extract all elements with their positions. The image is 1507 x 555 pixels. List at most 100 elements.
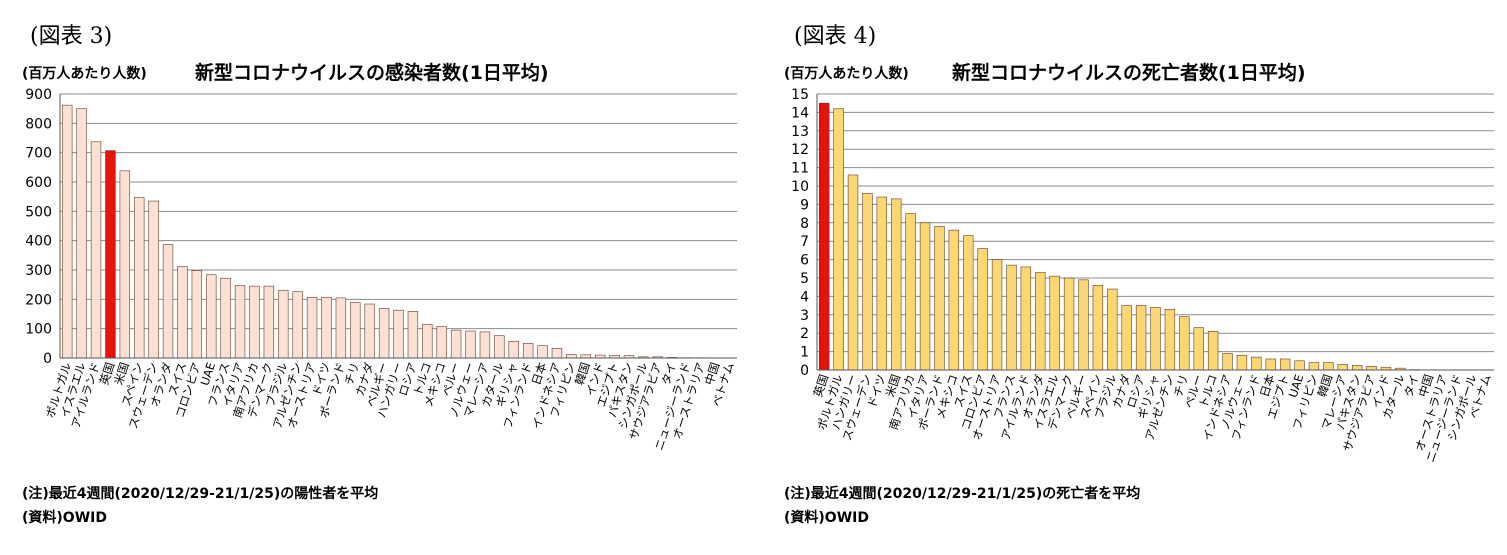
bar	[1035, 272, 1046, 371]
bar	[162, 244, 174, 359]
bar	[1107, 288, 1118, 371]
bar	[1207, 331, 1219, 371]
bar	[62, 104, 73, 359]
x-tick-label: タイ	[1401, 373, 1421, 399]
bar	[436, 326, 447, 359]
bar	[508, 340, 519, 359]
x-tick-label: チリ	[1171, 373, 1191, 399]
bar	[177, 266, 188, 359]
bar	[220, 277, 231, 359]
bar	[249, 285, 260, 359]
bar	[948, 229, 960, 371]
bar	[278, 289, 289, 359]
source-note: (資料)OWID	[22, 510, 107, 526]
y-tick-label: 4	[800, 289, 809, 305]
source-note: (資料)OWID	[784, 510, 869, 526]
x-tick-label: 英国	[811, 373, 831, 399]
chart-title: 新型コロナウイルスの感染者数(1日平均)	[195, 62, 549, 84]
plot-area: 0 1 2 3 4 5 6 7 8 9 10 11 12 13 14 15 英国 ポルトガル ハンガリー スウェーデン…	[762, 85, 1507, 485]
y-tick-label: 12	[791, 142, 809, 158]
bar	[90, 141, 102, 359]
bar	[1323, 362, 1334, 371]
bar	[566, 354, 577, 359]
x-tick-label: 日本	[1257, 372, 1278, 399]
bar	[1193, 327, 1204, 371]
figure-label: (図表 4)	[794, 24, 877, 49]
x-tick-label: タイ	[659, 361, 679, 387]
x-tick-label: UAE	[198, 361, 219, 388]
bar	[919, 222, 931, 371]
bar	[494, 335, 505, 359]
bar	[876, 196, 888, 371]
bar	[1049, 275, 1060, 371]
y-tick-label: 300	[25, 263, 52, 279]
y-tick-label: 7	[800, 234, 809, 250]
bar	[1135, 305, 1147, 371]
y-tick-label: 900	[25, 87, 52, 103]
bar	[1121, 305, 1132, 371]
y-tick-label: 200	[25, 292, 52, 308]
x-tick-label: 中国	[1416, 373, 1436, 399]
bar	[1179, 316, 1190, 371]
bar	[1265, 358, 1276, 371]
bar	[905, 213, 916, 371]
bar	[1164, 308, 1176, 371]
bar	[321, 296, 332, 359]
footnote: (注)最近4週間(2020/12/29-21/1/25)の陽性者を平均	[22, 486, 379, 502]
bar	[350, 302, 361, 359]
y-tick-label: 3	[800, 308, 809, 324]
bar	[963, 235, 974, 371]
bar	[1078, 279, 1089, 371]
bar	[934, 226, 945, 371]
bar	[422, 323, 433, 359]
plot-area: 0 100 200 300 400 500 600 700 800 900 ポルトガル イスラエル アイ…	[0, 85, 745, 485]
bar	[335, 297, 347, 359]
bar	[1092, 285, 1104, 371]
bar	[76, 108, 87, 359]
bar	[1222, 353, 1233, 371]
bar	[551, 348, 563, 359]
bar	[407, 311, 419, 359]
y-tick-label: 0	[43, 351, 52, 367]
chart-panel-infections: (図表 3) (百万人あたり人数) 新型コロナウイルスの感染者数(1日平均) 0…	[0, 0, 745, 555]
bar	[1337, 364, 1348, 371]
bar	[191, 270, 203, 359]
footnote: (注)最近4週間(2020/12/29-21/1/25)の死亡者を平均	[784, 486, 1141, 502]
x-tick-label: チリ	[342, 361, 362, 387]
bar	[450, 329, 462, 359]
bar	[148, 200, 159, 359]
x-tick-label: 日本	[529, 360, 550, 387]
x-tick-label: 韓国	[1315, 373, 1335, 399]
bar	[819, 102, 830, 371]
chart-title: 新型コロナウイルスの死亡者数(1日平均)	[952, 62, 1306, 84]
y-tick-label: 5	[800, 271, 809, 287]
bar	[847, 174, 859, 371]
x-tick-label: 英国	[97, 361, 117, 387]
y-tick-label: 800	[25, 116, 52, 132]
y-tick-label: 15	[791, 87, 809, 103]
bar	[119, 170, 131, 359]
bar	[306, 296, 318, 359]
bar	[1279, 358, 1291, 371]
bar	[134, 197, 145, 359]
bar	[1020, 266, 1032, 371]
bar	[862, 193, 873, 371]
bar	[991, 259, 1003, 371]
bar	[1366, 366, 1377, 371]
bar	[1351, 365, 1363, 371]
bar	[1006, 264, 1017, 371]
unit-label: (百万人あたり人数)	[22, 66, 147, 82]
bar	[891, 198, 902, 371]
y-tick-label: 600	[25, 175, 52, 191]
bar	[105, 150, 116, 359]
bar	[977, 248, 988, 371]
bar	[263, 285, 275, 359]
y-tick-label: 0	[800, 363, 809, 379]
y-tick-label: 6	[800, 253, 809, 269]
y-tick-label: 11	[791, 161, 809, 177]
y-tick-label: 2	[800, 326, 809, 342]
y-tick-label: 13	[791, 124, 809, 140]
unit-label: (百万人あたり人数)	[784, 66, 909, 82]
y-tick-label: 9	[800, 197, 809, 213]
figure-label: (図表 3)	[30, 24, 113, 49]
